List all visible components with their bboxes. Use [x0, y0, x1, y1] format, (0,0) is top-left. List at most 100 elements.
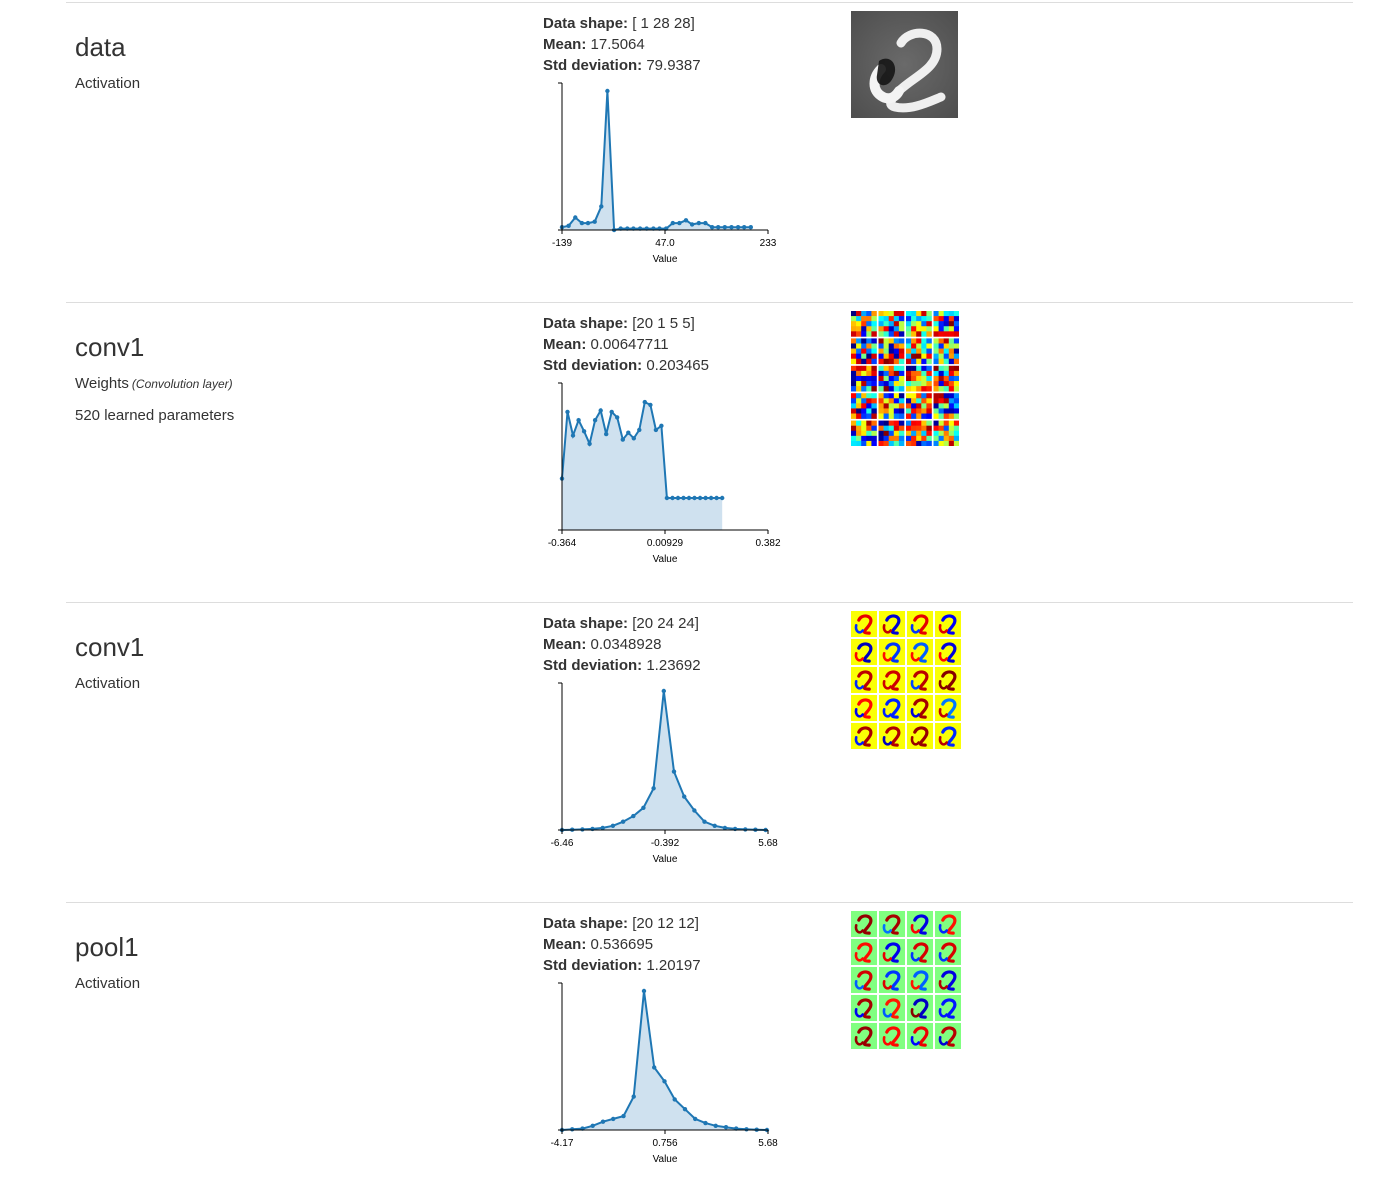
- weight-pixel: [878, 430, 884, 437]
- weight-pixel: [883, 420, 889, 426]
- weight-pixel: [953, 370, 959, 377]
- weight-pixel: [938, 365, 944, 372]
- weight-pixel: [878, 353, 884, 360]
- weight-pixel: [856, 343, 862, 349]
- weight-pixel: [883, 413, 889, 419]
- weight-pixel: [921, 386, 927, 392]
- weight-pixel: [916, 393, 922, 399]
- weight-pixel: [938, 408, 944, 414]
- weight-pixel: [948, 358, 955, 365]
- activation-stroke: [941, 914, 957, 935]
- weight-pixel: [926, 403, 932, 409]
- weight-pixel: [861, 430, 867, 437]
- activation-stroke: [885, 1026, 901, 1047]
- weight-pixel: [921, 393, 927, 399]
- histogram-point: [620, 819, 626, 824]
- weight-pixel: [898, 365, 905, 372]
- histogram-point: [641, 805, 646, 810]
- weight-pixel: [948, 375, 955, 382]
- std-label: Std deviation:: [543, 357, 643, 374]
- activation-stroke: [910, 952, 920, 962]
- weight-pixel: [866, 408, 872, 414]
- weight-pixel: [921, 408, 927, 414]
- weight-pixel: [948, 440, 955, 446]
- weight-pixel: [856, 358, 862, 365]
- weight-pixel: [861, 440, 867, 446]
- weight-pixel: [953, 316, 959, 322]
- weight-pixel: [953, 425, 959, 432]
- weight-pixel: [916, 420, 922, 426]
- activation-stroke: [882, 980, 892, 990]
- histogram-point: [703, 1120, 708, 1126]
- activation-stroke: [938, 652, 948, 662]
- layer-type-label: Weights: [75, 375, 129, 392]
- weight-pixel: [921, 430, 927, 437]
- weight-pixel: [888, 435, 895, 442]
- weight-pixel: [898, 440, 905, 446]
- histogram-point: [626, 430, 631, 435]
- weight-pixel: [916, 440, 922, 446]
- weight-pixel: [933, 370, 939, 377]
- weight-pixel: [926, 321, 932, 327]
- shape-value: [ 1 28 28]: [632, 15, 695, 32]
- activation-stroke: [882, 624, 892, 634]
- weight-pixel: [861, 353, 867, 360]
- weight-pixel: [948, 316, 955, 322]
- shape-value: [20 1 5 5]: [632, 315, 695, 332]
- weight-pixel: [871, 348, 877, 354]
- layer-name: conv1: [75, 332, 145, 362]
- activation-stroke: [913, 726, 929, 747]
- weight-pixel: [851, 425, 857, 432]
- weight-pixel: [856, 338, 862, 344]
- weight-pixel: [926, 358, 932, 365]
- weight-pixel: [856, 430, 862, 437]
- weight-pixel: [916, 386, 922, 392]
- weight-pixel: [861, 375, 867, 382]
- weight-pixel: [856, 375, 862, 382]
- histogram-point: [708, 495, 714, 501]
- std-value: 79.9387: [646, 57, 701, 74]
- weight-pixel: [953, 338, 959, 344]
- weight-pixel: [911, 393, 917, 399]
- weight-pixel: [871, 375, 877, 382]
- weight-pixel: [953, 353, 959, 360]
- weight-pixel: [871, 425, 877, 432]
- weight-pixel: [856, 348, 862, 354]
- weight-pixel: [893, 398, 900, 404]
- weight-pixel: [893, 370, 900, 377]
- weight-pixel: [851, 420, 857, 426]
- histogram-point: [664, 495, 670, 501]
- histogram-area: [562, 402, 723, 530]
- weight-pixel: [921, 420, 927, 426]
- weight-pixel: [953, 430, 959, 437]
- layer-type-label: Activation: [75, 75, 141, 92]
- weight-pixel: [871, 331, 877, 337]
- weight-pixel: [878, 338, 884, 344]
- std-value: 1.23692: [646, 657, 701, 674]
- shape-label: Data shape:: [543, 915, 629, 932]
- weight-pixel: [906, 321, 912, 327]
- weight-pixel: [933, 375, 939, 382]
- activation-stroke: [885, 942, 901, 963]
- weight-pixel: [866, 420, 872, 426]
- weight-pixel: [851, 435, 857, 442]
- activation-stroke: [857, 942, 873, 963]
- weight-pixel: [861, 365, 867, 372]
- weight-pixel: [953, 413, 959, 419]
- weight-pixel: [921, 321, 927, 327]
- x-tick-label: -0.392: [651, 838, 680, 849]
- weight-pixel: [916, 326, 922, 332]
- weight-pixel: [883, 408, 889, 414]
- std-value: 1.20197: [646, 957, 701, 974]
- weight-pixel: [911, 413, 917, 419]
- weight-pixel: [916, 353, 922, 360]
- weight-pixel: [911, 326, 917, 332]
- activation-stroke: [857, 642, 873, 663]
- histogram-point: [615, 415, 620, 420]
- weight-pixel: [926, 440, 932, 446]
- weight-pixel: [866, 353, 872, 360]
- x-tick-label: 5.68: [758, 1138, 778, 1149]
- weight-pixel: [893, 430, 900, 437]
- weight-pixel: [893, 326, 900, 332]
- weight-pixel: [906, 326, 912, 332]
